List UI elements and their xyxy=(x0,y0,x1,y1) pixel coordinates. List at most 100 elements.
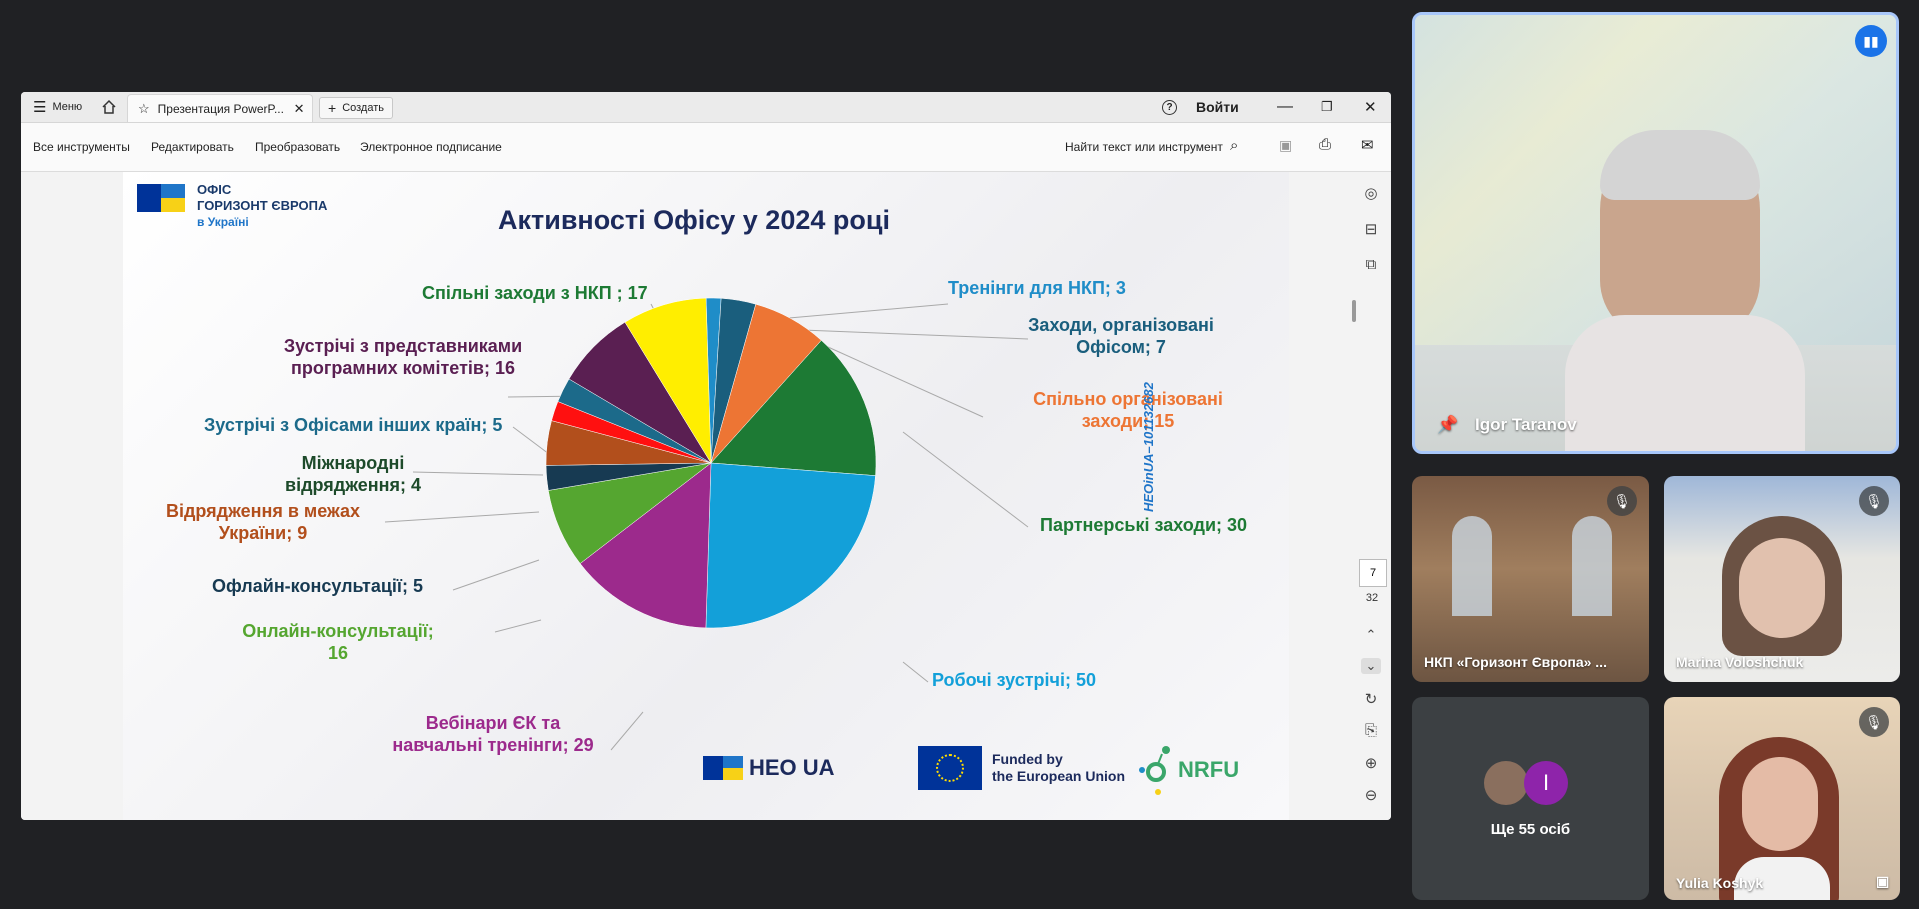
create-button[interactable]: + Создать xyxy=(319,97,393,119)
mic-off-icon: 🎙 xyxy=(1859,707,1889,737)
nrfu-logo: NRFU xyxy=(1136,742,1239,798)
participant-tile-2[interactable]: 🎙 Marina Voloshchuk xyxy=(1664,476,1900,682)
print-icon[interactable]: ⎙ xyxy=(1319,136,1332,153)
menu-button[interactable]: ☰ Меню xyxy=(33,92,82,122)
right-sidebar: ◎ ⊟ ⧉ 7 32 ⌃ ⌄ ↻ ⎘ ⊕ ⊖ xyxy=(1351,172,1391,820)
grant-code: HEOinUA–101132682 xyxy=(1141,382,1156,512)
rotate-icon[interactable]: ↻ xyxy=(1364,691,1378,708)
leader-line xyxy=(384,511,540,523)
label-offline-consult: Офлайн-консультації; 5 xyxy=(212,576,423,596)
participant-tile-1[interactable]: 🎙 НКП «Горизонт Європа» ... xyxy=(1412,476,1649,682)
mic-off-icon: 🎙 xyxy=(1607,486,1637,516)
document-area: ОФІС ГОРИЗОНТ ЄВРОПА в Україні Активност… xyxy=(21,172,1391,820)
star-icon[interactable]: ☆ xyxy=(138,100,150,116)
label-line: відрядження; 4 xyxy=(285,475,421,495)
scrollbar-thumb[interactable] xyxy=(1352,300,1356,322)
label-program-committees: Зустрічі з представниками програмних ком… xyxy=(273,335,533,379)
participant-name-2: Marina Voloshchuk xyxy=(1676,654,1804,670)
home-button[interactable] xyxy=(101,92,117,122)
tab-presentation[interactable]: ☆ Презентация PowerP... ✕ xyxy=(127,94,313,122)
nrfu-icon xyxy=(1139,746,1170,795)
slide-title: Активності Офісу у 2024 році xyxy=(498,205,890,235)
speaker-hair xyxy=(1600,130,1760,200)
tab-title: Презентация PowerP... xyxy=(157,101,284,116)
mic-off-icon: 🎙 xyxy=(1859,486,1889,516)
toolbar-esign[interactable]: Электронное подписание xyxy=(360,140,502,154)
label-line: Офісом; 7 xyxy=(1076,337,1166,357)
slide: ОФІС ГОРИЗОНТ ЄВРОПА в Україні Активност… xyxy=(123,172,1289,820)
pages-icon[interactable]: ⧉ xyxy=(1365,256,1377,273)
minimize-icon[interactable]: — xyxy=(1277,98,1293,115)
eu-flag-icon xyxy=(918,746,982,790)
label-line: програмних комітетів; 16 xyxy=(291,358,515,378)
signin-button[interactable]: Войти xyxy=(1196,99,1239,115)
hamburger-icon: ☰ xyxy=(33,99,47,116)
bookmark-icon[interactable]: ⊟ xyxy=(1364,221,1378,238)
label-intl-trips: Міжнародні відрядження; 4 xyxy=(233,452,473,496)
eu-funded-logo: Funded by the European Union xyxy=(918,746,1125,790)
label-domestic-trips: Відрядження в межах України; 9 xyxy=(143,500,383,544)
search-icon[interactable]: ⌕ xyxy=(1230,137,1239,154)
close-tab-icon[interactable]: ✕ xyxy=(293,100,305,116)
picture-in-picture-icon[interactable]: ▣ xyxy=(1876,873,1890,889)
window-image xyxy=(1572,516,1612,616)
more-participants-label: Ще 55 осіб xyxy=(1490,821,1571,838)
main-speaker-tile[interactable]: ▮▮ 📌 Igor Taranov xyxy=(1412,12,1899,454)
label-line: Спільно організовані xyxy=(1033,389,1223,409)
extract-page-icon[interactable]: ⎘ xyxy=(1364,722,1377,739)
eu-line2: the European Union xyxy=(992,768,1125,784)
pdf-toolbar: Все инструменты Редактировать Преобразов… xyxy=(21,123,1391,172)
pie-slice xyxy=(624,297,712,464)
label-office-events: Заходи, організовані Офісом; 7 xyxy=(1011,314,1231,358)
close-window-icon[interactable]: ✕ xyxy=(1364,99,1377,116)
ukraine-eu-flag-logo xyxy=(137,184,187,214)
help-button[interactable]: ? xyxy=(1162,92,1177,122)
page-number-input[interactable]: 7 xyxy=(1359,559,1387,587)
save-icon[interactable]: ▣ xyxy=(1279,137,1293,153)
toolbar-edit[interactable]: Редактировать xyxy=(151,140,234,154)
home-icon xyxy=(102,99,116,114)
mail-icon[interactable]: ✉ xyxy=(1361,137,1374,154)
label-trainings-nkp: Тренінги для НКП; 3 xyxy=(948,278,1126,298)
restore-icon[interactable]: ❐ xyxy=(1321,99,1333,114)
pin-icon[interactable]: 📌 xyxy=(1437,415,1459,434)
find-tool-input[interactable]: Найти текст или инструмент xyxy=(1065,140,1223,154)
office-logo-text: ОФІС ГОРИЗОНТ ЄВРОПА в Україні xyxy=(197,182,327,230)
logo-line2: ГОРИЗОНТ ЄВРОПА xyxy=(197,198,328,213)
heo-text: HEO xyxy=(749,755,797,780)
toolbar-all-tools[interactable]: Все инструменты xyxy=(33,140,130,154)
create-label: Создать xyxy=(342,102,384,114)
participant-face xyxy=(1742,757,1818,851)
label-line: Вебінари ЄК та xyxy=(425,713,561,733)
participant-name-1: НКП «Горизонт Європа» ... xyxy=(1424,654,1607,670)
label-line: Зустрічі з представниками xyxy=(283,336,523,356)
label-joint-events: Спільно організовані заходи; 15 xyxy=(1018,388,1238,432)
toolbar-convert[interactable]: Преобразовать xyxy=(255,140,341,154)
leader-line xyxy=(902,431,1029,528)
logo-line1: ОФІС xyxy=(197,182,232,197)
next-page-icon[interactable]: ⌄ xyxy=(1361,658,1381,674)
participant-tile-3[interactable]: 🎙 Yulia Koshyk ▣ xyxy=(1664,697,1900,900)
ai-assistant-icon[interactable]: ◎ xyxy=(1364,185,1378,202)
heo-suffix: UA xyxy=(802,755,835,780)
prev-page-icon[interactable]: ⌃ xyxy=(1365,627,1377,642)
pie-chart xyxy=(384,297,1029,751)
label-line: України; 9 xyxy=(218,523,308,543)
label-partner-events: Партнерські заходи; 30 xyxy=(1040,515,1248,535)
leader-line xyxy=(494,619,542,633)
zoom-out-icon[interactable]: ⊖ xyxy=(1364,787,1378,804)
speaking-indicator-icon: ▮▮ xyxy=(1855,25,1887,57)
eu-line1: Funded by xyxy=(992,751,1063,767)
zoom-in-icon[interactable]: ⊕ xyxy=(1364,755,1378,772)
label-line: 16 xyxy=(327,643,349,663)
label-joint-nkp: Спільні заходи з НКП ; 17 xyxy=(422,283,648,303)
label-line: навчальні тренінги; 29 xyxy=(392,735,594,755)
label-line: Онлайн-консультації; xyxy=(242,621,434,641)
ua-flag-icon xyxy=(703,756,743,780)
total-pages: 32 xyxy=(1365,592,1379,604)
label-foreign-offices: Зустрічі з Офісами інших країн; 5 xyxy=(204,415,503,435)
help-icon: ? xyxy=(1162,99,1177,115)
label-working-meetings: Робочі зустрічі; 50 xyxy=(932,670,1097,690)
label-line: Заходи, організовані xyxy=(1028,315,1214,335)
more-participants-tile[interactable]: I Ще 55 осіб xyxy=(1412,697,1649,900)
